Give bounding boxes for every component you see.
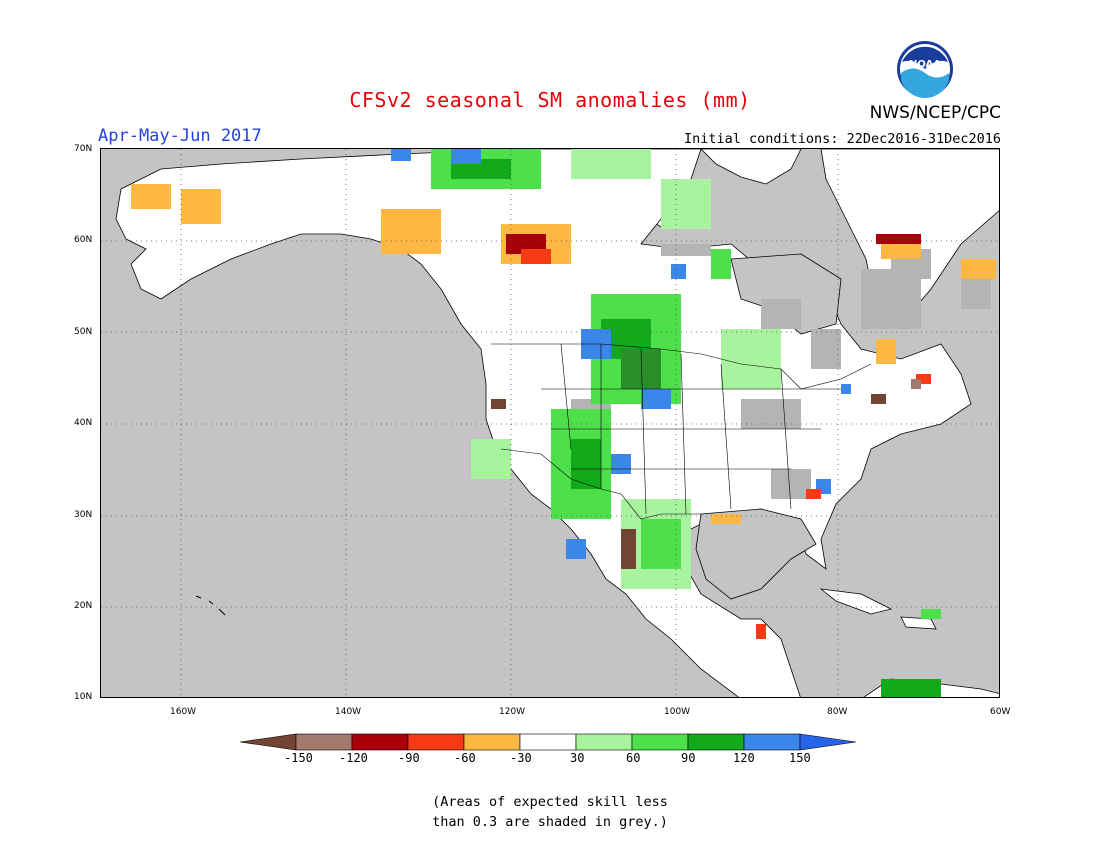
forecast-period: Apr-May-Jun 2017 <box>98 126 262 146</box>
colorbar <box>240 733 857 751</box>
colorbar-cell <box>407 733 465 751</box>
initial-conditions: Initial conditions: 22Dec2016-31Dec2016 <box>684 131 1001 147</box>
gulf-of-mexico <box>695 508 817 600</box>
logo-text: NOAA <box>909 59 941 70</box>
lon-label-140w: 140W <box>335 707 362 717</box>
colorbar-tick: 150 <box>789 751 811 765</box>
lat-lon-gridlines <box>101 149 999 697</box>
skill-note: (Areas of expected skill less than 0.3 a… <box>0 792 1100 832</box>
arctic-islands <box>700 149 802 185</box>
colorbar-tick: 120 <box>733 751 755 765</box>
colorbar-cell <box>519 733 577 751</box>
colorbar-arrow-right <box>799 733 857 751</box>
lon-label-100w: 100W <box>664 707 691 717</box>
colorbar-tick: 30 <box>570 751 585 765</box>
colorbar-tick: -30 <box>510 751 532 765</box>
cuba <box>819 588 893 615</box>
colorbar-cell <box>687 733 745 751</box>
skill-note-line2: than 0.3 are shaded in grey.) <box>432 814 668 830</box>
lat-label-20n: 20N <box>74 601 93 611</box>
colorbar-tick: -60 <box>454 751 476 765</box>
colorbar-cell <box>463 733 521 751</box>
colorbar-tick: 90 <box>681 751 696 765</box>
colorbar-tick: 60 <box>626 751 641 765</box>
lon-label-60w: 60W <box>990 707 1011 717</box>
colorbar-tick: -120 <box>339 751 368 765</box>
political-borders <box>491 343 872 520</box>
colorbar-cell <box>631 733 689 751</box>
colorbar-cell <box>351 733 409 751</box>
lon-label-120w: 120W <box>499 707 526 717</box>
map-canvas <box>101 149 999 697</box>
skill-note-line1: (Areas of expected skill less <box>432 794 668 810</box>
lat-label-70n: 70N <box>74 144 93 154</box>
lon-label-80w: 80W <box>827 707 848 717</box>
colorbar-cell <box>575 733 633 751</box>
colorbar-arrow-left <box>240 733 297 751</box>
colorbar-tick: -150 <box>284 751 313 765</box>
lat-label-30n: 30N <box>74 510 93 520</box>
lat-label-50n: 50N <box>74 327 93 337</box>
lon-label-160w: 160W <box>170 707 197 717</box>
noaa-logo-icon: NOAA <box>897 41 953 98</box>
dry-anomaly-cells <box>131 184 996 639</box>
agency-label: NWS/NCEP/CPC <box>869 103 1001 123</box>
colorbar-cell <box>743 733 801 751</box>
colorbar-cell <box>295 733 353 751</box>
map-title: CFSv2 seasonal SM anomalies (mm) <box>349 88 751 112</box>
hawaii-islands <box>195 595 226 616</box>
lat-label-10n: 10N <box>74 692 93 702</box>
lat-label-40n: 40N <box>74 418 93 428</box>
anomaly-map <box>100 148 1000 698</box>
lat-label-60n: 60N <box>74 235 93 245</box>
colorbar-tick: -90 <box>398 751 420 765</box>
